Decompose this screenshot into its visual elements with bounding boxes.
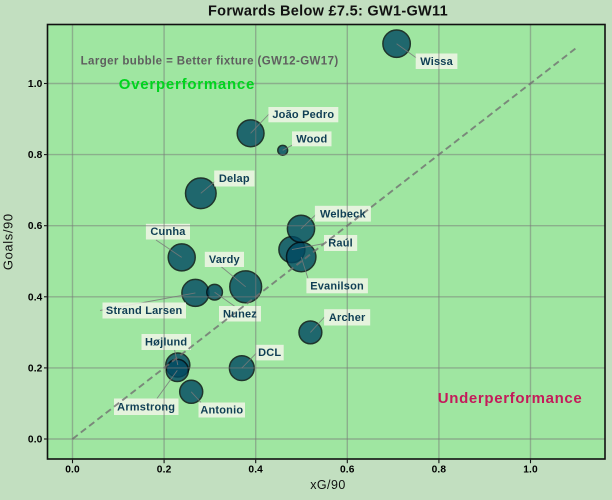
svg-text:0.2: 0.2	[157, 464, 172, 475]
svg-text:1.0: 1.0	[523, 464, 538, 475]
svg-text:DCL: DCL	[258, 347, 281, 359]
svg-text:Cunha: Cunha	[150, 226, 186, 238]
svg-text:1.0: 1.0	[28, 79, 43, 90]
svg-text:João Pedro: João Pedro	[272, 109, 334, 121]
svg-text:0.6: 0.6	[340, 464, 355, 475]
svg-text:Archer: Archer	[329, 312, 366, 324]
svg-text:Delap: Delap	[219, 173, 250, 185]
svg-text:Wood: Wood	[296, 133, 327, 145]
svg-text:xG/90: xG/90	[310, 478, 346, 492]
svg-text:Højlund: Højlund	[145, 337, 187, 349]
svg-text:Welbeck: Welbeck	[320, 208, 367, 220]
svg-text:0.8: 0.8	[28, 150, 43, 161]
svg-text:0.4: 0.4	[28, 292, 43, 303]
svg-text:Raúl: Raúl	[328, 238, 353, 250]
svg-text:0.8: 0.8	[432, 464, 447, 475]
svg-text:Antonio: Antonio	[200, 405, 243, 417]
svg-text:Wissa: Wissa	[420, 56, 453, 68]
svg-text:Evanilson: Evanilson	[310, 280, 364, 292]
svg-text:Underperformance: Underperformance	[438, 390, 583, 407]
svg-text:Goals/90: Goals/90	[1, 213, 16, 270]
svg-text:Armstrong: Armstrong	[117, 401, 175, 413]
svg-text:Overperformance: Overperformance	[119, 76, 255, 93]
svg-text:Strand Larsen: Strand Larsen	[106, 305, 183, 317]
svg-text:0.2: 0.2	[28, 363, 43, 374]
svg-text:Nunez: Nunez	[223, 308, 257, 320]
svg-text:0.4: 0.4	[248, 464, 263, 475]
svg-text:0.6: 0.6	[28, 221, 43, 232]
svg-text:Larger bubble = Better fixture: Larger bubble = Better fixture (GW12-GW1…	[81, 56, 339, 68]
svg-text:Vardy: Vardy	[209, 254, 241, 266]
svg-text:0.0: 0.0	[65, 464, 80, 475]
svg-text:0.0: 0.0	[28, 435, 43, 446]
svg-text:Forwards Below £7.5: GW1-GW11: Forwards Below £7.5: GW1-GW11	[208, 3, 448, 19]
